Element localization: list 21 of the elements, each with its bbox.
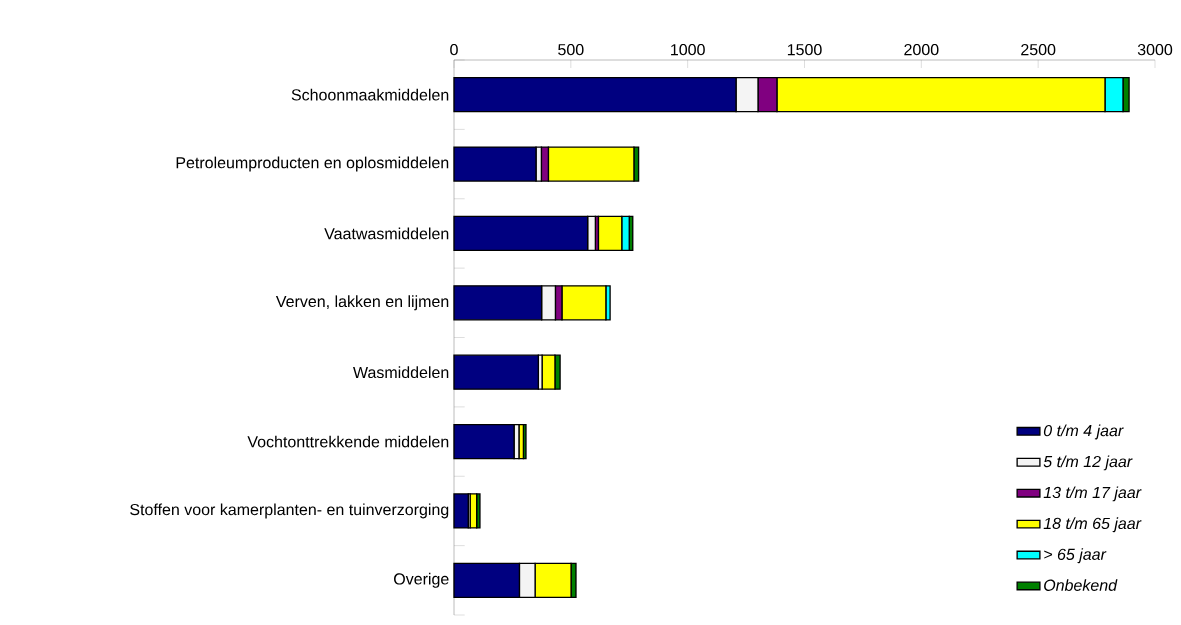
x-tick-label: 2500: [1021, 43, 1056, 56]
x-tick-label: 0: [450, 43, 458, 56]
legend-label: 0 t/m 4 jaar: [1043, 424, 1124, 440]
x-tick-label: 500: [558, 43, 584, 56]
y-tick-label: Overige: [394, 572, 449, 588]
legend-label: 13 t/m 17 jaar: [1043, 486, 1142, 502]
y-tick-label: Vochtonttrekkende middelen: [247, 435, 449, 448]
y-tick-label: Verven, lakken en lijmen: [275, 295, 449, 311]
x-tick-label: 3000: [1137, 43, 1173, 56]
legend-label: 5 t/m 12 jaar: [1043, 455, 1133, 471]
y-tick-label: Schoonmaakmiddelen: [291, 88, 449, 101]
x-tick-label: 2000: [904, 43, 939, 56]
legend-label: > 65 jaar: [1044, 548, 1107, 564]
legend-label: Onbekend: [1044, 579, 1118, 591]
legend-label: 18 t/m 65 jaar: [1043, 517, 1142, 533]
y-tick-label: Stoffen voor kamerplanten- en tuinverzorging: [130, 503, 449, 519]
y-tick-label: Wasmiddelen: [353, 366, 449, 379]
x-tick-label: 1500: [787, 43, 822, 56]
y-tick-label: Vaatwasmiddelen: [324, 227, 449, 240]
y-tick-label: Petroleumproducten en oplosmiddelen: [176, 156, 449, 172]
x-tick-label: 1000: [671, 43, 705, 56]
